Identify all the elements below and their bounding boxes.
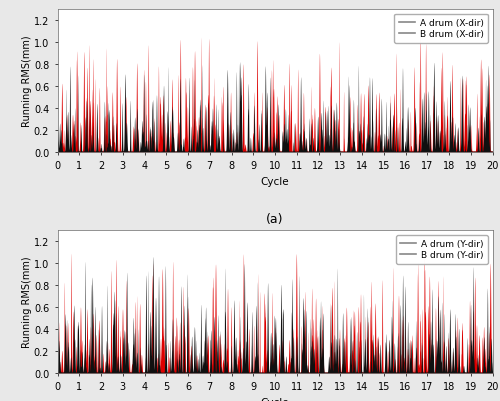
Y-axis label: Running RMS(mm): Running RMS(mm)	[22, 35, 32, 127]
X-axis label: Cycle: Cycle	[260, 176, 290, 186]
Y-axis label: Running RMS(mm): Running RMS(mm)	[22, 256, 32, 348]
X-axis label: Cycle: Cycle	[260, 397, 290, 401]
Text: (a): (a)	[266, 212, 284, 225]
Legend: A drum (Y-dir), B drum (Y-dir): A drum (Y-dir), B drum (Y-dir)	[396, 235, 488, 264]
Legend: A drum (X-dir), B drum (X-dir): A drum (X-dir), B drum (X-dir)	[394, 14, 488, 44]
